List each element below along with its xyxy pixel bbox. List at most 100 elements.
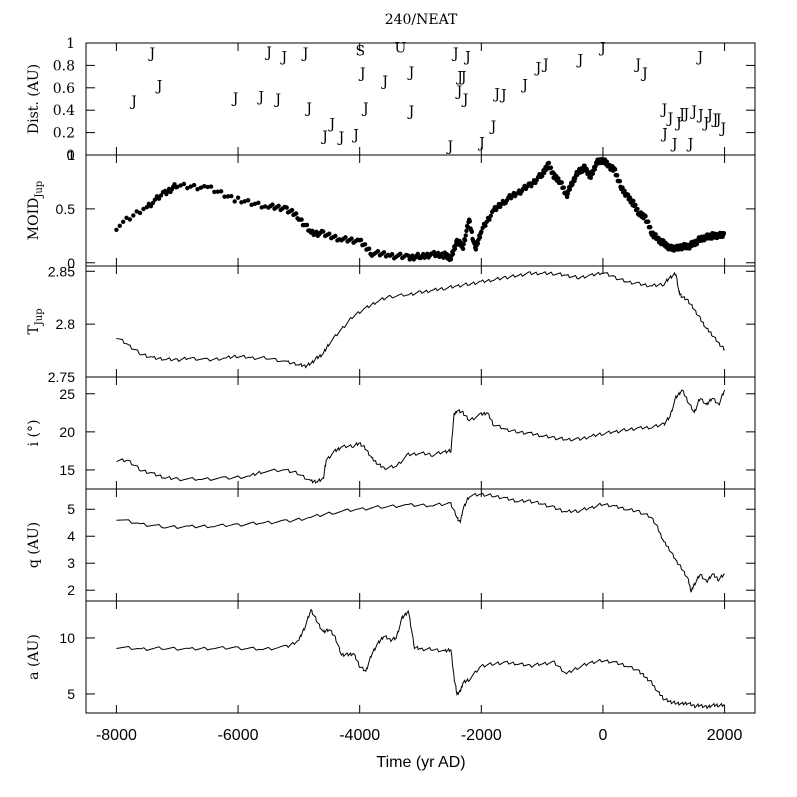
data-point: [215, 189, 220, 194]
data-point: [114, 227, 119, 232]
data-point: [134, 209, 139, 214]
y-tick-label: 0.6: [53, 81, 75, 97]
data-point: [475, 241, 481, 246]
data-point: [232, 199, 237, 204]
marker-J: J: [380, 74, 388, 90]
marker-J: J: [451, 46, 459, 62]
data-point: [270, 202, 275, 207]
marker-J: J: [695, 49, 703, 65]
data-point: [473, 247, 479, 252]
data-point: [299, 217, 304, 222]
data-point: [620, 185, 625, 190]
data-point: [483, 223, 488, 228]
data-point: [185, 185, 190, 191]
y-tick-label: 0.2: [53, 126, 75, 142]
marker-J: J: [520, 77, 528, 93]
data-point: [304, 222, 310, 228]
data-point: [617, 178, 623, 184]
data-point: [175, 184, 180, 190]
marker-J: J: [455, 84, 463, 100]
data-point: [249, 202, 254, 208]
marker-J: J: [301, 46, 309, 62]
data-point: [450, 251, 456, 257]
marker-J: J: [689, 104, 697, 120]
marker-U: U: [395, 40, 407, 56]
y-axis-label-subscript: Jup: [34, 181, 45, 199]
data-point: [242, 199, 248, 204]
data-point: [188, 184, 193, 189]
panel-a: 5 10 a (AU): [26, 600, 756, 714]
x-tick-label: -8000: [96, 727, 137, 744]
data-point: [150, 200, 156, 206]
data-point: [333, 233, 338, 239]
marker-S: S: [355, 44, 365, 60]
data-point: [262, 204, 268, 209]
marker-J: J: [407, 65, 415, 81]
y-tick-label: 1: [66, 36, 75, 52]
x-axis: -8000 -6000 -4000 -2000 0 2000: [96, 727, 743, 744]
data-point: [556, 176, 561, 181]
data-point: [152, 197, 158, 202]
data-point: [158, 193, 164, 198]
marker-J: J: [445, 139, 453, 155]
data-point: [212, 189, 217, 195]
x-tick-label: 0: [599, 727, 608, 744]
data-point: [635, 206, 640, 212]
x-tick-label: -6000: [218, 727, 259, 744]
data-point: [117, 223, 122, 228]
y-axis-label-subscript: Jup: [34, 308, 45, 326]
data-point: [721, 230, 727, 236]
data-point: [565, 191, 571, 196]
marker-J: J: [686, 137, 694, 153]
data-point: [646, 219, 651, 224]
data-point: [463, 233, 468, 238]
data-point: [131, 213, 136, 218]
marker-J: J: [677, 106, 685, 122]
data-point: [191, 182, 197, 188]
data-point: [479, 229, 484, 234]
x-tick-label: 2000: [707, 727, 743, 744]
data-point: [124, 215, 129, 220]
marker-J: J: [702, 115, 710, 131]
y-tick-label: 15: [59, 462, 75, 478]
y-tick-label: 0: [67, 255, 75, 271]
data-point: [604, 159, 610, 165]
series-line: [116, 271, 725, 369]
marker-J: J: [455, 69, 463, 85]
data-point: [178, 183, 183, 188]
data-point: [469, 229, 475, 234]
panel-tjup: 2.75 2.8 2.85 TJup: [26, 263, 756, 385]
marker-J: J: [660, 127, 668, 143]
data-point: [588, 175, 593, 181]
data-point: [181, 181, 187, 187]
data-point: [582, 163, 587, 168]
y-tick-label: 5: [67, 501, 75, 517]
data-point: [567, 187, 573, 192]
data-point: [381, 250, 387, 255]
data-point: [467, 219, 473, 224]
y-tick-label: 2.85: [48, 263, 75, 279]
data-point: [448, 257, 454, 262]
marker-J: J: [361, 101, 369, 117]
data-point: [415, 251, 420, 257]
data-point: [358, 237, 364, 243]
data-point: [593, 163, 598, 169]
data-point: [477, 235, 483, 240]
data-point: [349, 236, 354, 241]
y-tick-label: 3: [67, 555, 75, 571]
data-point: [148, 204, 154, 209]
data-point: [327, 231, 332, 236]
data-point: [559, 180, 564, 185]
data-point: [614, 173, 620, 178]
data-point: [488, 213, 493, 218]
data-point: [320, 229, 326, 234]
series-line: [116, 492, 725, 593]
data-point: [284, 205, 289, 210]
data-point: [389, 251, 395, 257]
data-point: [245, 198, 251, 203]
series-line: [116, 389, 726, 484]
x-axis-label: Time (yr AD): [376, 754, 465, 771]
data-point: [546, 160, 552, 166]
y-tick-label: 0.5: [56, 201, 76, 217]
panel-frame: [85, 42, 756, 156]
